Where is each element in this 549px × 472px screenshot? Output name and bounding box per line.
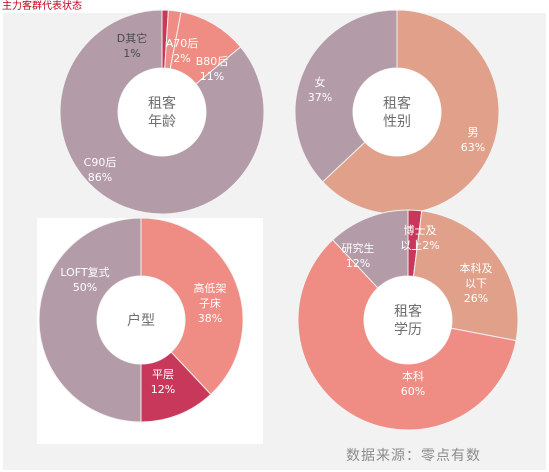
donut-1-slice-1-label: 女 37% xyxy=(308,75,332,104)
donut-1-center-label: 租客性别 xyxy=(383,95,411,130)
page-title: 主力客群代表状态 xyxy=(2,1,82,12)
donut-3-slice-1-label: 本科及以下 26% xyxy=(460,261,493,305)
donut-3-hole xyxy=(364,276,452,364)
donut-3-slice-0-label: 博士及以上2% xyxy=(400,224,439,252)
donut-age: 租客年龄 D其它 1% A70后 2% B80后 11% C90后 86% xyxy=(59,9,265,215)
donut-house-type: 户型 高低架子床 38% 平层 12% LOFT复式 50% xyxy=(38,217,244,423)
data-source: 数据来源：零点有数 xyxy=(346,448,481,464)
donut-2-slice-0-label: 高低架子床 38% xyxy=(194,281,227,325)
donut-0-slice-0-label: D其它 1% xyxy=(117,31,147,60)
donut-1-slice-0-label: 男 63% xyxy=(461,126,485,154)
donut-3-slice-3-label: 研究生 12% xyxy=(342,241,375,270)
donut-1-slice-1 xyxy=(294,9,398,183)
donut-2-slice-1-label: 平层 12% xyxy=(151,368,175,396)
donut-0-hole xyxy=(118,68,206,156)
donut-0-center-label: 租客年龄 xyxy=(148,95,176,130)
donut-2-center-label: 户型 xyxy=(127,312,155,329)
donut-1-hole xyxy=(353,68,441,156)
donut-2-hole xyxy=(97,276,185,364)
donut-0-slice-2-label: B80后 11% xyxy=(196,55,229,83)
donut-0-slice-1-label: A70后 2% xyxy=(166,37,199,65)
donut-3-center-label: 租客学历 xyxy=(394,303,422,338)
donut-3-slice-2-label: 本科 60% xyxy=(401,369,425,398)
donut-education: 租客学历 博士及以上2% 本科及以下 26% 本科 60% 研究生 12% xyxy=(297,209,519,431)
donut-0-slice-3-label: C90后 86% xyxy=(84,156,117,184)
donut-2-slice-2-label: LOFT复式 50% xyxy=(60,265,109,294)
